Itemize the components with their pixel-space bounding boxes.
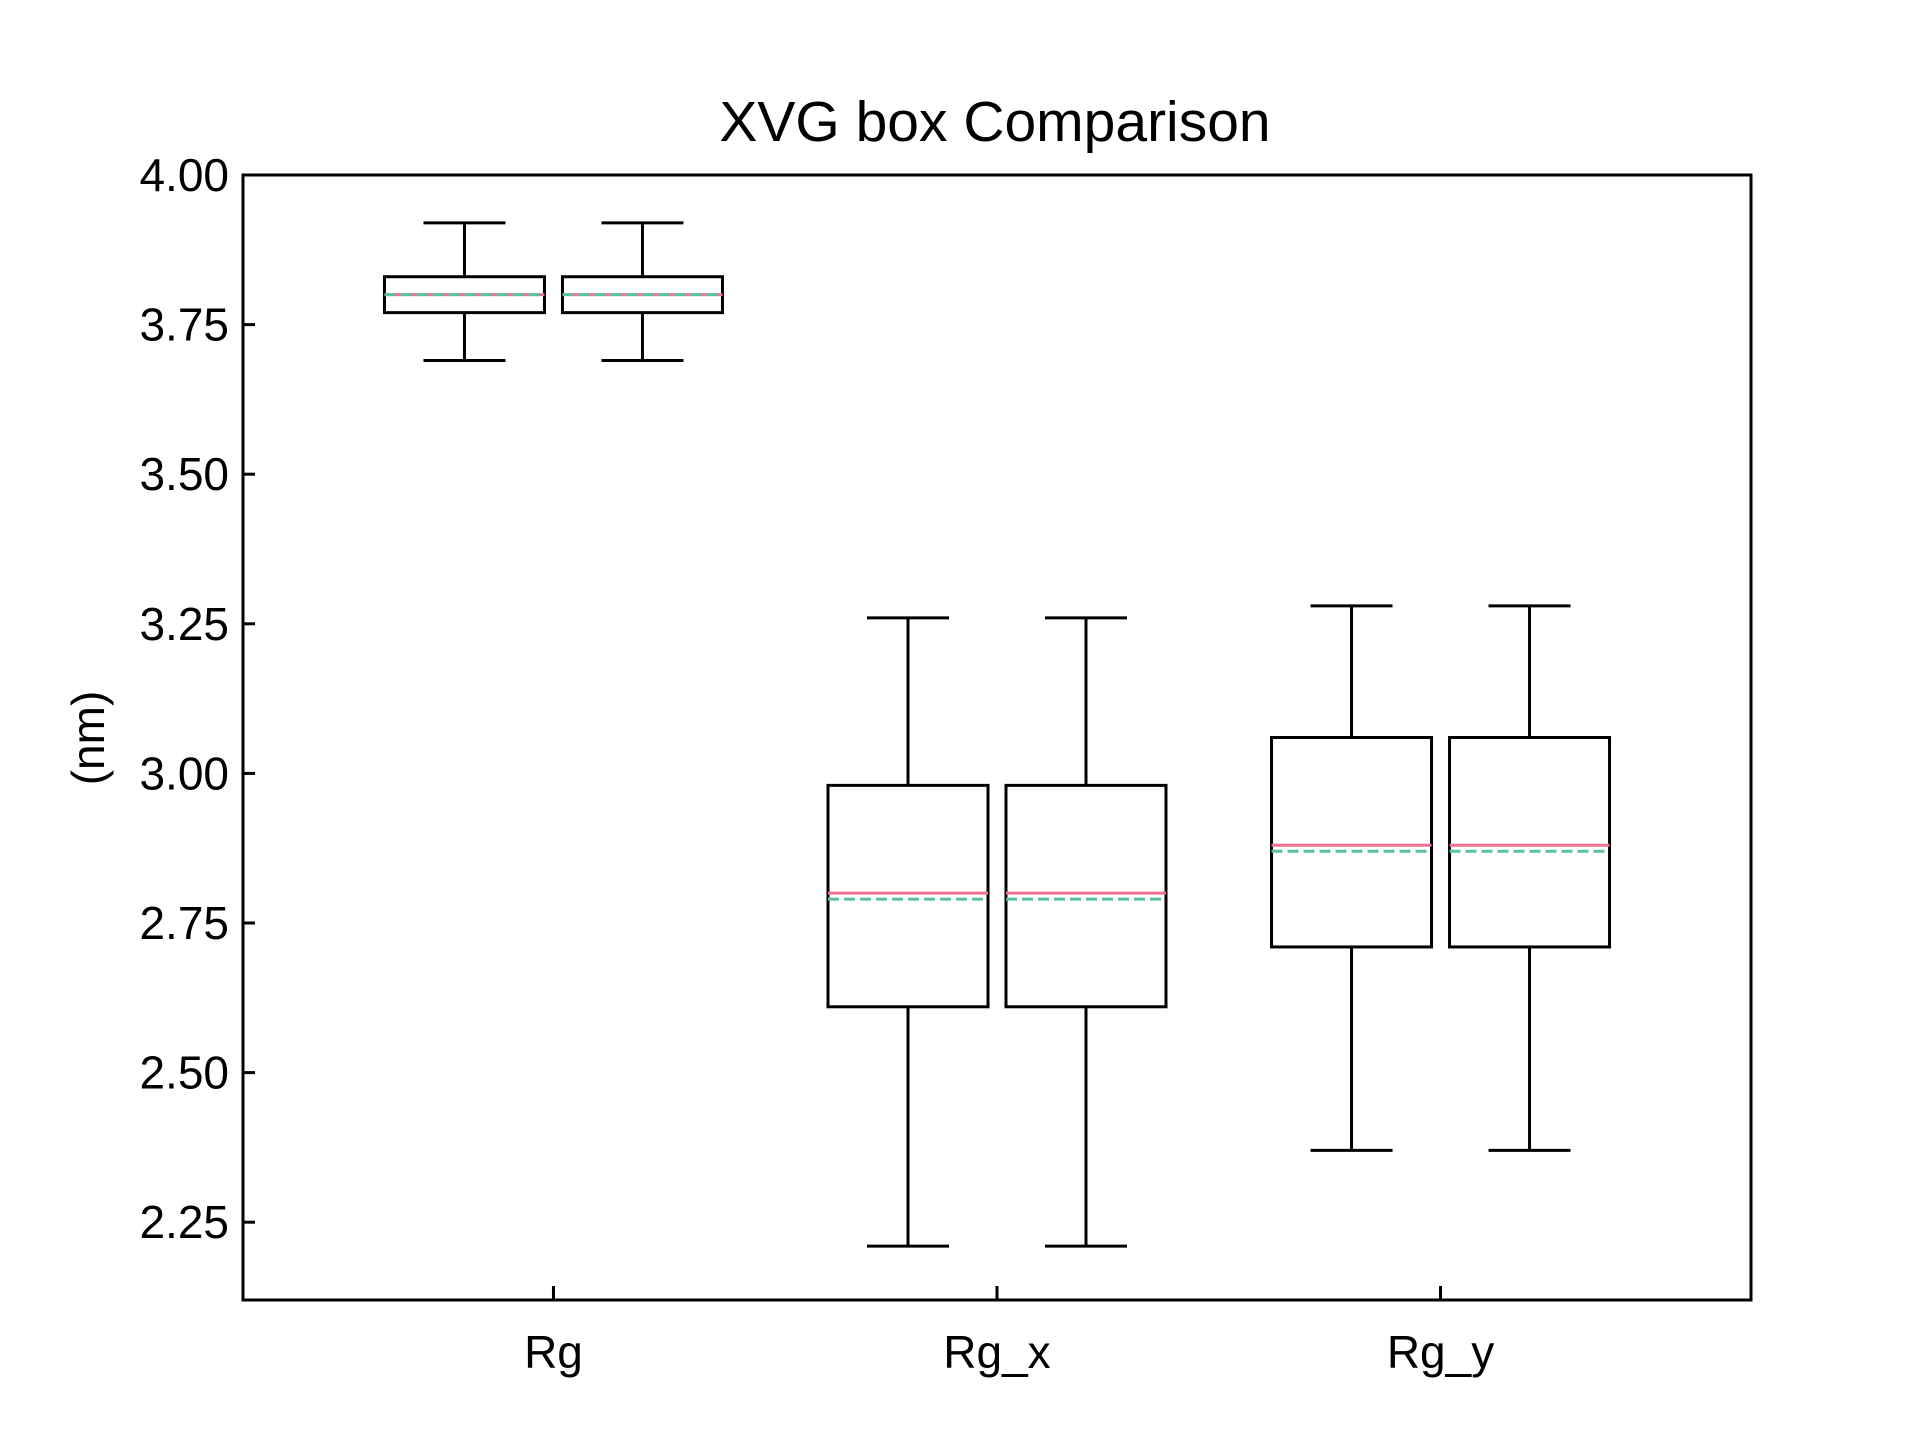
y-tick-label: 3.75 [139, 299, 229, 351]
chart-title: XVG box Comparison [719, 90, 1271, 154]
box-body [826, 783, 990, 1009]
x-tick-label: Rg [524, 1326, 583, 1378]
box-body [1004, 783, 1168, 1009]
x-tick-label: Rg_x [943, 1326, 1050, 1378]
y-tick-label: 3.00 [139, 747, 229, 799]
y-tick-label: 2.75 [139, 897, 229, 949]
y-tick-label: 2.25 [139, 1196, 229, 1248]
box-body [1270, 736, 1434, 949]
box-body [1448, 736, 1612, 949]
y-tick-label: 2.50 [139, 1047, 229, 1099]
y-tick-label: 4.00 [139, 149, 229, 201]
y-tick-label: 3.25 [139, 598, 229, 650]
x-tick-label: Rg_y [1387, 1326, 1494, 1378]
y-tick-label: 3.50 [139, 448, 229, 500]
